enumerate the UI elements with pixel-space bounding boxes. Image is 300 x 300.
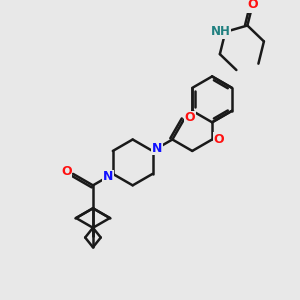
Text: O: O	[184, 111, 195, 124]
Text: O: O	[248, 0, 258, 11]
Text: O: O	[61, 164, 72, 178]
Text: N: N	[103, 170, 113, 183]
Text: O: O	[214, 133, 224, 146]
Text: NH: NH	[211, 26, 230, 38]
Text: N: N	[152, 142, 163, 154]
